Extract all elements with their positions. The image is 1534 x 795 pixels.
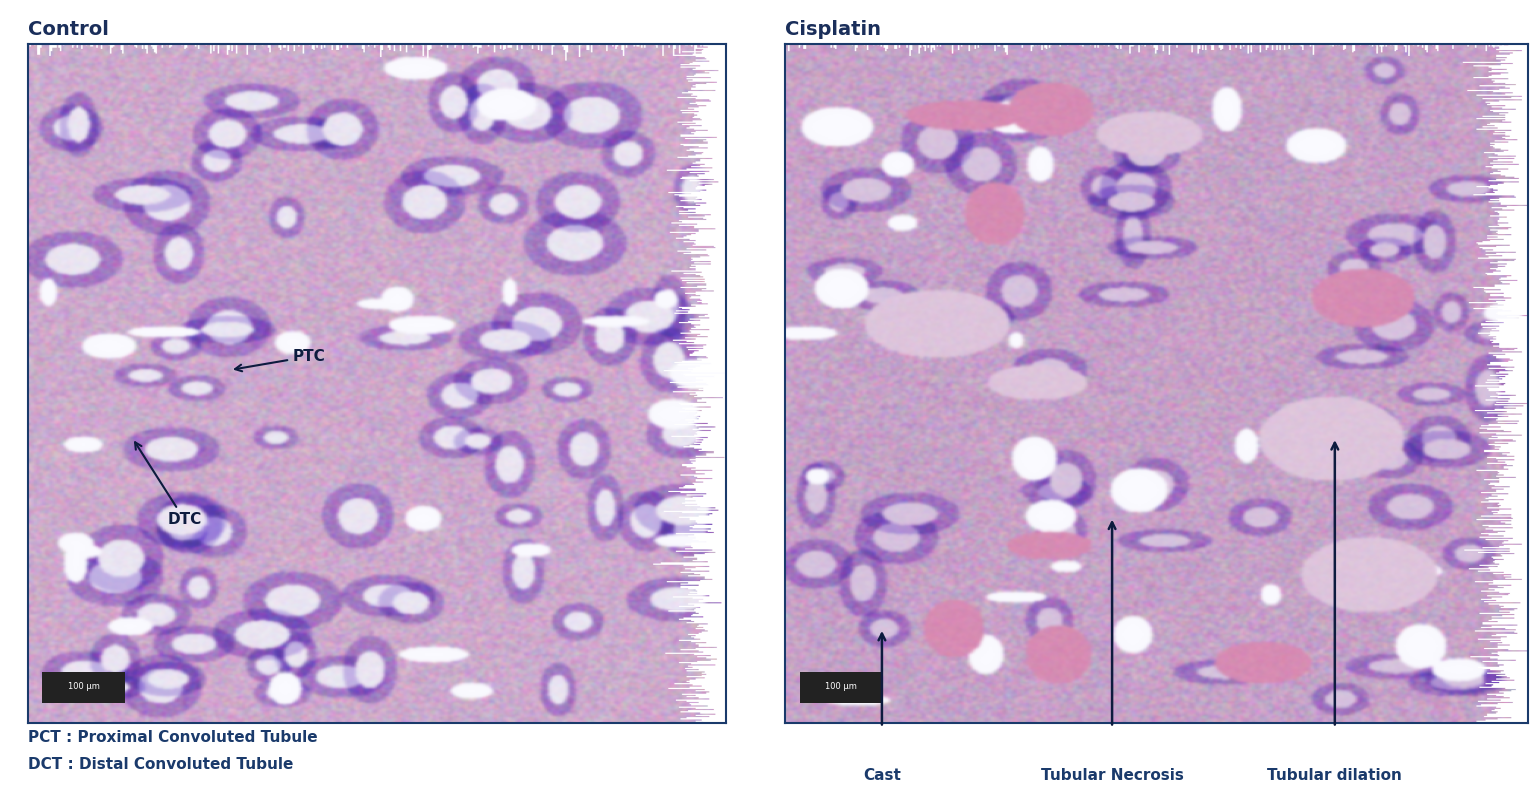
FancyBboxPatch shape — [801, 673, 882, 703]
Text: DTC: DTC — [135, 442, 201, 527]
Text: Cast: Cast — [864, 768, 900, 782]
Text: DCT : Distal Convoluted Tubule: DCT : Distal Convoluted Tubule — [28, 758, 293, 772]
Text: Tubular dilation: Tubular dilation — [1267, 768, 1402, 782]
Text: Tubular Necrosis: Tubular Necrosis — [1040, 768, 1184, 782]
Text: Control: Control — [28, 21, 109, 40]
Text: PTC: PTC — [235, 349, 325, 371]
Text: Cisplatin: Cisplatin — [785, 21, 882, 40]
FancyBboxPatch shape — [41, 673, 126, 703]
Text: 100 μm: 100 μm — [67, 681, 100, 691]
Text: 100 μm: 100 μm — [825, 681, 858, 691]
Text: PCT : Proximal Convoluted Tubule: PCT : Proximal Convoluted Tubule — [28, 731, 318, 745]
